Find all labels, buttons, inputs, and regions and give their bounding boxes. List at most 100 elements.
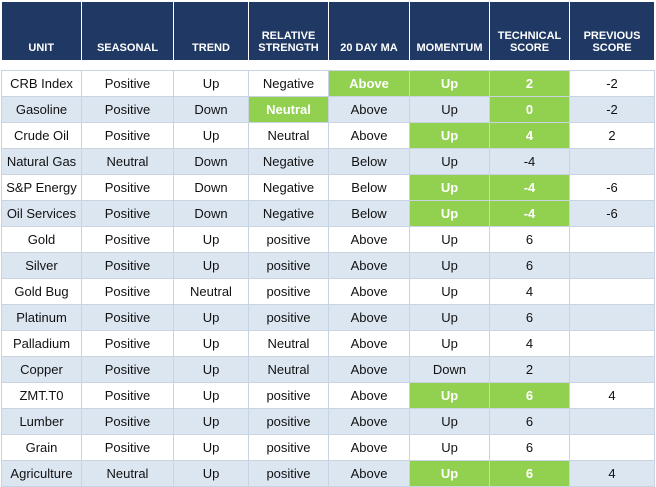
table-cell: Up — [409, 304, 490, 331]
table-cell: Up — [409, 226, 490, 253]
table-cell: positive — [248, 304, 329, 331]
table-cell: Positive — [81, 226, 174, 253]
table-cell: Silver — [1, 252, 82, 279]
table-cell: 4 — [569, 382, 655, 409]
table-cell: Positive — [81, 330, 174, 357]
table-cell: Above — [328, 356, 410, 383]
table-cell: Up — [409, 460, 490, 487]
table-row: Lumber Positive Up positive Above Up 6 — [1, 408, 655, 435]
table-cell — [569, 434, 655, 461]
table-cell: Up — [409, 174, 490, 201]
table-cell: Up — [409, 70, 490, 97]
table-cell: Negative — [248, 148, 329, 175]
table-cell — [569, 408, 655, 435]
table-cell: Positive — [81, 278, 174, 305]
table-cell: Above — [328, 252, 410, 279]
table-cell: -6 — [569, 174, 655, 201]
table-cell: Positive — [81, 96, 174, 123]
table-cell: 2 — [489, 70, 570, 97]
table-row: S&P Energy Positive Down Negative Below Up -4-… — [1, 174, 655, 201]
table-cell: ZMT.T0 — [1, 382, 82, 409]
table-cell: Grain — [1, 434, 82, 461]
table-cell: Down — [409, 356, 490, 383]
table-cell: Gold Bug — [1, 278, 82, 305]
table-cell: Up — [173, 382, 249, 409]
column-header: TREND — [173, 2, 249, 60]
table-cell: Negative — [248, 200, 329, 227]
table-cell: Copper — [1, 356, 82, 383]
table-row: Oil Services Positive Down Negative Below Up -… — [1, 200, 655, 227]
table-row: Gold Bug Positive Neutral positive Above Up 4 — [1, 278, 655, 305]
table-row: Copper Positive Up Neutral Above Down 2 — [1, 356, 655, 383]
column-header: UNIT — [1, 2, 82, 60]
table-cell: Up — [409, 434, 490, 461]
table-row: Natural Gas Neutral Down Negative Below Up -4 — [1, 148, 655, 175]
table-cell: positive — [248, 226, 329, 253]
table-cell: Up — [409, 382, 490, 409]
table-cell: Above — [328, 304, 410, 331]
table-cell: Down — [173, 174, 249, 201]
table-cell: Up — [409, 96, 490, 123]
table-cell: -2 — [569, 70, 655, 97]
table-row: Silver Positive Up positive Above Up 6 — [1, 252, 655, 279]
table-cell: Crude Oil — [1, 122, 82, 149]
table-cell: Up — [173, 330, 249, 357]
table-cell: Positive — [81, 70, 174, 97]
table-cell: 6 — [489, 226, 570, 253]
table-cell — [569, 252, 655, 279]
table-cell: Neutral — [248, 96, 329, 123]
table-cell: Above — [328, 96, 410, 123]
table-cell: Up — [173, 122, 249, 149]
table-cell: Positive — [81, 174, 174, 201]
table-cell: Up — [409, 148, 490, 175]
table-cell: 6 — [489, 382, 570, 409]
table-cell: Down — [173, 96, 249, 123]
table-cell: 4 — [569, 460, 655, 487]
table-row: Palladium Positive Up Neutral Above Up 4 — [1, 330, 655, 357]
table-cell: positive — [248, 434, 329, 461]
table-cell: Up — [409, 330, 490, 357]
table-cell: Above — [328, 226, 410, 253]
table-cell: positive — [248, 408, 329, 435]
column-header: SEASONAL — [81, 2, 174, 60]
table-cell: Neutral — [81, 460, 174, 487]
table-cell: Positive — [81, 304, 174, 331]
table-cell: 6 — [489, 460, 570, 487]
table-cell: Positive — [81, 356, 174, 383]
table-row: Gold Positive Up positive Above Up 6 — [1, 226, 655, 253]
table-cell: Down — [173, 200, 249, 227]
table-cell: Below — [328, 200, 410, 227]
table-row: Crude Oil Positive Up Neutral Above Up 4 2 — [1, 122, 655, 149]
table-cell: Up — [409, 122, 490, 149]
table-cell: Up — [409, 278, 490, 305]
table-cell: 4 — [489, 330, 570, 357]
table-cell: Up — [409, 408, 490, 435]
table-cell: 2 — [569, 122, 655, 149]
table-cell: positive — [248, 382, 329, 409]
table-cell: Down — [173, 148, 249, 175]
table-cell — [569, 330, 655, 357]
table-cell: Up — [173, 434, 249, 461]
table-cell: -4 — [489, 174, 570, 201]
table-cell: 2 — [489, 356, 570, 383]
table-row: ZMT.T0 Positive Up positive Above Up 6 4 — [1, 382, 655, 409]
table-cell: 4 — [489, 122, 570, 149]
table-row: CRB Index Positive Up Negative Above Up 2 -2 — [1, 70, 655, 97]
table-cell: S&P Energy — [1, 174, 82, 201]
column-header: PREVIOUS SCORE — [569, 2, 655, 60]
table-cell: Above — [328, 122, 410, 149]
table-cell: Up — [173, 408, 249, 435]
table-cell: Positive — [81, 122, 174, 149]
column-header: 20 DAY MA — [328, 2, 410, 60]
table-cell: Up — [173, 304, 249, 331]
table-cell: -2 — [569, 96, 655, 123]
table-cell: Up — [173, 460, 249, 487]
table-cell: 4 — [489, 278, 570, 305]
table-cell: Positive — [81, 252, 174, 279]
table-cell — [569, 356, 655, 383]
table-cell: Neutral — [81, 148, 174, 175]
table-cell: -6 — [569, 200, 655, 227]
table-cell: Above — [328, 408, 410, 435]
